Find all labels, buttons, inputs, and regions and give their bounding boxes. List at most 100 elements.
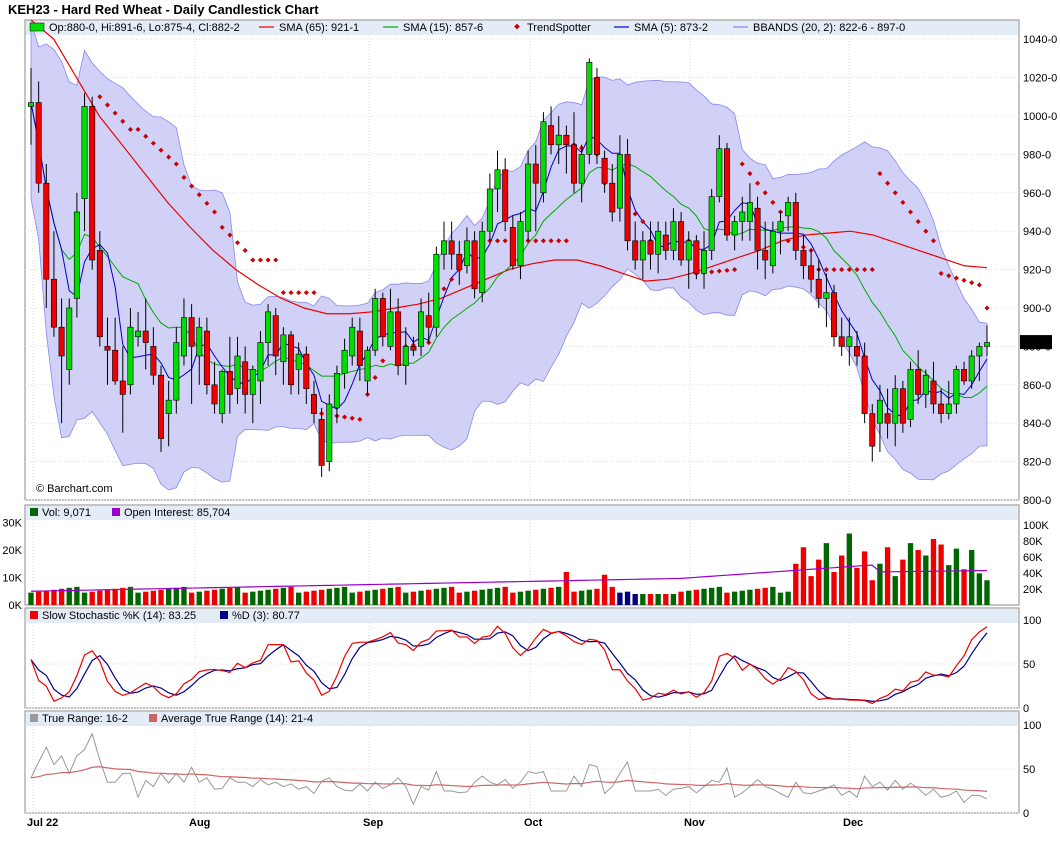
stoch-d-legend: %D (3): 80.77 — [232, 610, 300, 622]
volume-right-tick: 40K — [1023, 568, 1043, 580]
trendspotter-dot — [915, 219, 921, 225]
volume-bar — [716, 586, 722, 605]
tr-tick: 100 — [1023, 720, 1041, 732]
volume-bar — [617, 592, 623, 605]
candle-body — [234, 355, 241, 389]
volume-bar — [479, 589, 485, 605]
volume-bar — [403, 592, 409, 605]
volume-bar — [517, 591, 524, 605]
candle-body — [532, 163, 539, 184]
trendspotter-dot — [907, 209, 914, 215]
volume-bar — [74, 586, 80, 605]
volume-bar — [250, 591, 256, 605]
candle-body — [104, 346, 111, 351]
trendspotter-dot — [862, 267, 868, 273]
volume-bar — [884, 547, 891, 605]
month-label: Sep — [363, 817, 383, 829]
trendspotter-dot — [357, 416, 363, 422]
volume-bar — [143, 591, 149, 605]
volume-bar — [877, 563, 883, 605]
candle-body — [441, 240, 447, 255]
volume-bar — [533, 589, 539, 605]
candle-body — [502, 169, 509, 222]
trendspotter-dot — [732, 267, 738, 273]
candle-body — [372, 298, 379, 351]
trendspotter-dot — [900, 199, 906, 205]
price-tick-label: 800-0 — [1023, 495, 1051, 507]
volume-bar — [754, 588, 761, 605]
legend-strip-2 — [26, 506, 1018, 520]
volume-bar — [441, 587, 447, 605]
volume-bar — [563, 572, 570, 605]
candle-body — [395, 311, 402, 366]
volume-bar — [448, 586, 455, 605]
volume-bar — [693, 589, 700, 605]
candle-body — [762, 250, 769, 261]
candle-body — [203, 330, 210, 386]
volume-bar — [387, 587, 394, 605]
trendspotter-dot — [303, 290, 309, 296]
volume-bar — [655, 594, 661, 605]
volume-bar — [211, 589, 218, 605]
volume-bar — [946, 565, 952, 605]
candle-body — [831, 292, 838, 338]
volume-bar — [81, 592, 88, 605]
candle-body — [295, 353, 302, 370]
volume-bar — [839, 555, 845, 605]
trendspotter-dot — [342, 414, 348, 420]
candle-body — [555, 134, 562, 146]
trendspotter-dot — [502, 238, 508, 244]
candle-body — [984, 342, 990, 347]
candle-body — [410, 346, 417, 351]
volume-bar — [556, 586, 562, 605]
candle-body — [938, 403, 945, 414]
volume-bar — [150, 590, 157, 605]
trendspotter-dot — [273, 257, 279, 263]
volume-left-tick: 10K — [2, 573, 22, 585]
atr-line — [30, 766, 988, 792]
candle-body — [486, 188, 493, 232]
trendspotter-dot — [204, 200, 210, 206]
volume-bar — [227, 587, 233, 605]
candle-body — [387, 311, 394, 347]
volume-bar — [357, 591, 363, 605]
sma5-legend: SMA (5): 873-2 — [634, 22, 708, 34]
volume-bar — [372, 589, 378, 605]
candle-body — [953, 369, 960, 405]
trendspotter-dot — [288, 290, 294, 296]
volume-bar — [670, 594, 677, 605]
volume-bar — [823, 543, 830, 605]
volume-bar — [930, 539, 937, 605]
candle-body — [754, 207, 761, 251]
trendspotter-dot — [158, 147, 164, 153]
candle-body — [716, 148, 723, 197]
volume-bar — [89, 591, 95, 605]
sma65-line — [30, 19, 988, 315]
volume-bar — [188, 592, 195, 605]
candle-body — [731, 221, 738, 236]
candle-body — [257, 342, 264, 382]
ohlc-legend-swatch — [29, 22, 45, 32]
stoch-tick: 100 — [1023, 615, 1041, 627]
trendspotter-dot — [189, 183, 195, 189]
trendspotter-dot — [212, 209, 218, 215]
trendspotter-dot — [938, 270, 944, 276]
trendspotter-dot — [777, 209, 784, 215]
volume-bar — [969, 550, 975, 605]
candle-body — [723, 148, 730, 236]
volume-bar — [953, 548, 960, 605]
volume-bar — [502, 586, 508, 605]
volume-bar — [640, 594, 646, 605]
volume-bar — [907, 543, 914, 605]
volume-bar — [456, 592, 462, 605]
open-interest-legend: Open Interest: 85,704 — [124, 507, 230, 519]
trendspotter-dot — [372, 375, 378, 381]
volume-bar — [127, 586, 134, 605]
trendspotter-dot — [280, 290, 286, 296]
last-price-box — [1020, 335, 1052, 350]
volume-bar — [632, 594, 638, 605]
volume-bar — [66, 587, 72, 605]
candle-body — [379, 298, 386, 338]
trendspotter-dot — [869, 267, 875, 273]
candle-body — [272, 315, 279, 357]
